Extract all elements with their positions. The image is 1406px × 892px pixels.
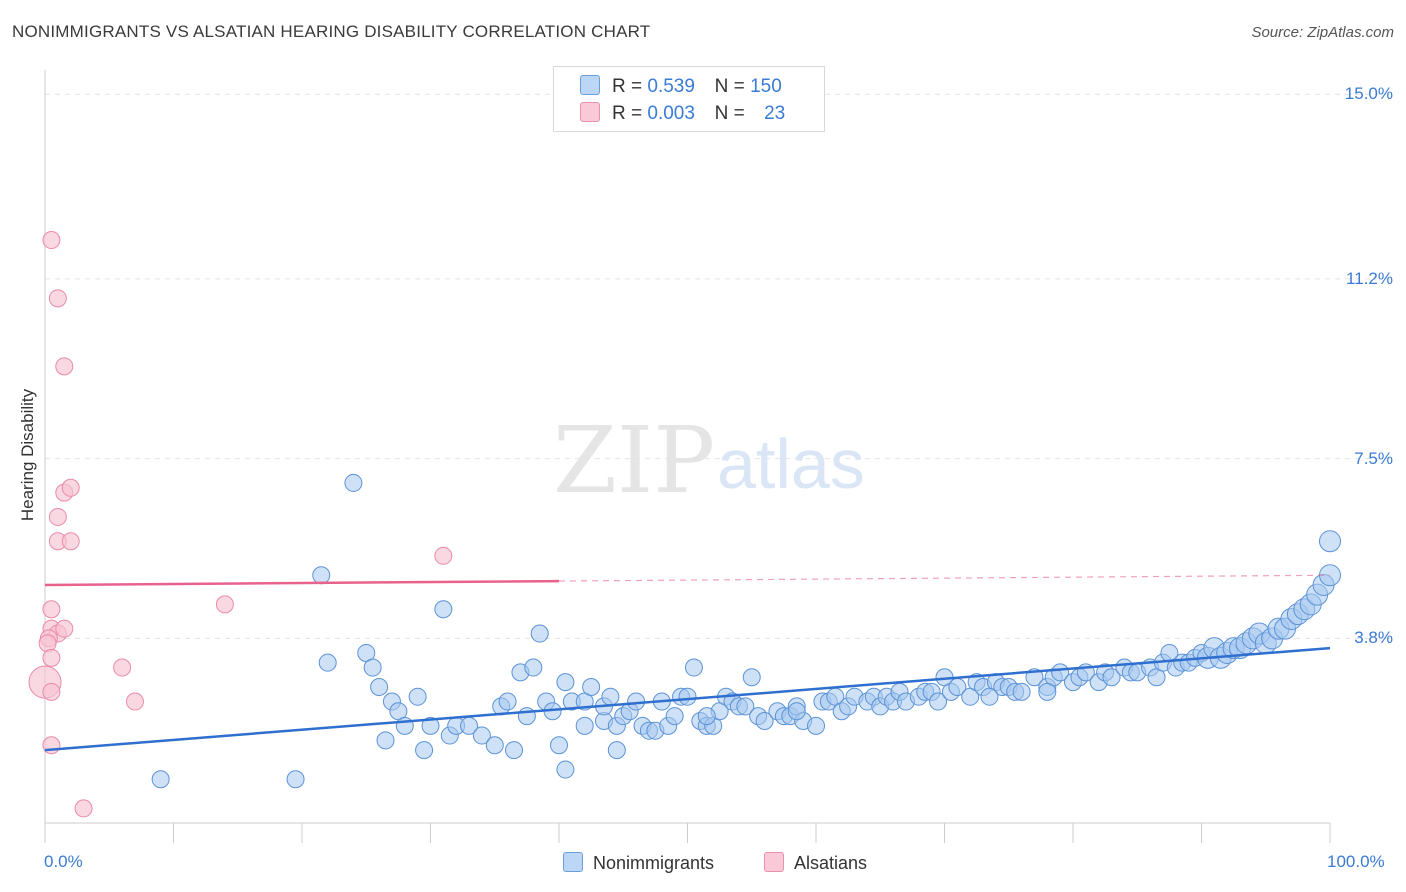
axes	[44, 70, 1331, 843]
nonimmigrants-point	[318, 653, 337, 672]
legend-n-label: N =	[714, 103, 745, 124]
nonimmigrants-point	[582, 677, 601, 696]
chart-title: NONIMMIGRANTS VS ALSATIAN HEARING DISABI…	[12, 22, 651, 41]
grid-lines	[45, 93, 1395, 639]
watermark-zip: ZIP	[553, 407, 715, 514]
alsatians-trend-line-extension	[558, 574, 1331, 582]
nonimmigrants-point	[421, 716, 440, 735]
nonimmigrants-point	[434, 600, 453, 619]
nonimmigrants-point	[575, 716, 594, 735]
nonimmigrants-point	[312, 566, 331, 585]
nonimmigrants-point	[736, 697, 755, 716]
nonimmigrants-point	[415, 741, 434, 760]
nonimmigrants-point	[755, 711, 774, 730]
alsatians-point	[61, 478, 80, 497]
legend-swatch-pink	[580, 102, 600, 122]
source-label: Source: ZipAtlas.com	[1251, 24, 1394, 41]
nonimmigrants-point	[286, 770, 305, 789]
alsatians-point	[42, 600, 61, 619]
alsatians-point	[42, 682, 61, 701]
alsatians-trend-line	[44, 579, 560, 587]
legend-r-value: 0.003	[647, 103, 695, 124]
y-tick-label: 15.0%	[1344, 84, 1393, 104]
legend-n-value: 23	[764, 103, 786, 124]
nonimmigrants-point	[1038, 682, 1057, 701]
nonimmigrants-point	[929, 692, 948, 711]
nonimmigrants-point	[665, 707, 684, 726]
alsatians-point	[61, 532, 80, 551]
nonimmigrants-point	[505, 741, 524, 760]
legend-r-label: R =	[612, 103, 643, 124]
legend-swatch-blue	[580, 75, 600, 95]
legend-n-label: N =	[714, 76, 745, 97]
nonimmigrants-points	[151, 473, 1341, 789]
alsatians-point	[55, 357, 74, 376]
nonimmigrants-point	[684, 658, 703, 677]
legend-r-value: 0.539	[647, 76, 695, 97]
legend: R = 0.539 N = 150 R = 0.003 N = 23	[553, 66, 825, 132]
nonimmigrants-point	[151, 770, 170, 789]
nonimmigrants-point	[370, 677, 389, 696]
trend-lines	[44, 574, 1331, 752]
alsatians-point	[434, 546, 453, 565]
nonimmigrants-point	[1102, 668, 1121, 687]
y-tick-label: 3.8%	[1354, 628, 1393, 648]
alsatians-point	[48, 289, 67, 308]
y-tick-label: 7.5%	[1354, 448, 1393, 468]
alsatians-point	[48, 507, 67, 526]
nonimmigrants-point	[408, 687, 427, 706]
bottom-legend-label: Alsatians	[794, 853, 868, 873]
nonimmigrants-point	[530, 624, 549, 643]
nonimmigrants-trend-line	[44, 646, 1331, 752]
legend-swatch-blue	[563, 852, 583, 872]
bottom-legend-alsatians: Alsatians	[764, 852, 867, 874]
nonimmigrants-point	[1012, 682, 1031, 701]
nonimmigrants-point	[472, 726, 491, 745]
nonimmigrants-point	[556, 760, 575, 779]
nonimmigrants-point	[607, 741, 626, 760]
nonimmigrants-point	[1319, 530, 1341, 553]
nonimmigrants-point	[363, 658, 382, 677]
alsatians-point	[55, 619, 74, 638]
nonimmigrants-point	[807, 716, 825, 735]
nonimmigrants-point	[678, 687, 697, 706]
bottom-legend-nonimmigrants: Nonimmigrants	[563, 852, 714, 874]
legend-swatch-pink	[764, 852, 784, 872]
watermark: ZIP atlas	[553, 407, 865, 514]
alsatians-point	[113, 658, 132, 677]
nonimmigrants-point	[697, 707, 716, 726]
alsatians-point	[74, 799, 93, 818]
alsatians-point	[125, 692, 144, 711]
legend-row-nonimmigrants: R = 0.539 N = 150	[580, 75, 782, 99]
x-tick-label: 0.0%	[44, 852, 83, 871]
nonimmigrants-point	[550, 736, 568, 755]
nonimmigrants-point	[742, 668, 761, 687]
nonimmigrants-point	[787, 702, 806, 721]
bottom-legend-label: Nonimmigrants	[593, 853, 715, 873]
watermark-atlas: atlas	[717, 425, 865, 503]
nonimmigrants-point	[556, 673, 575, 692]
nonimmigrants-point	[344, 473, 363, 492]
nonimmigrants-point	[524, 658, 543, 677]
nonimmigrants-point	[376, 731, 395, 750]
nonimmigrants-point	[601, 687, 620, 706]
alsatians-points	[28, 231, 453, 818]
x-tick-label: 100.0%	[1327, 852, 1385, 871]
legend-n-value: 150	[750, 76, 782, 97]
alsatians-point	[42, 231, 61, 250]
alsatians-point	[42, 648, 61, 667]
legend-r-label: R =	[612, 76, 643, 97]
legend-row-alsatians: R = 0.003 N = 23	[580, 102, 785, 126]
alsatians-point	[215, 595, 234, 614]
nonimmigrants-point	[980, 687, 999, 706]
y-tick-label: 11.2%	[1346, 268, 1393, 288]
nonimmigrants-point	[485, 736, 504, 755]
nonimmigrants-point	[498, 692, 517, 711]
